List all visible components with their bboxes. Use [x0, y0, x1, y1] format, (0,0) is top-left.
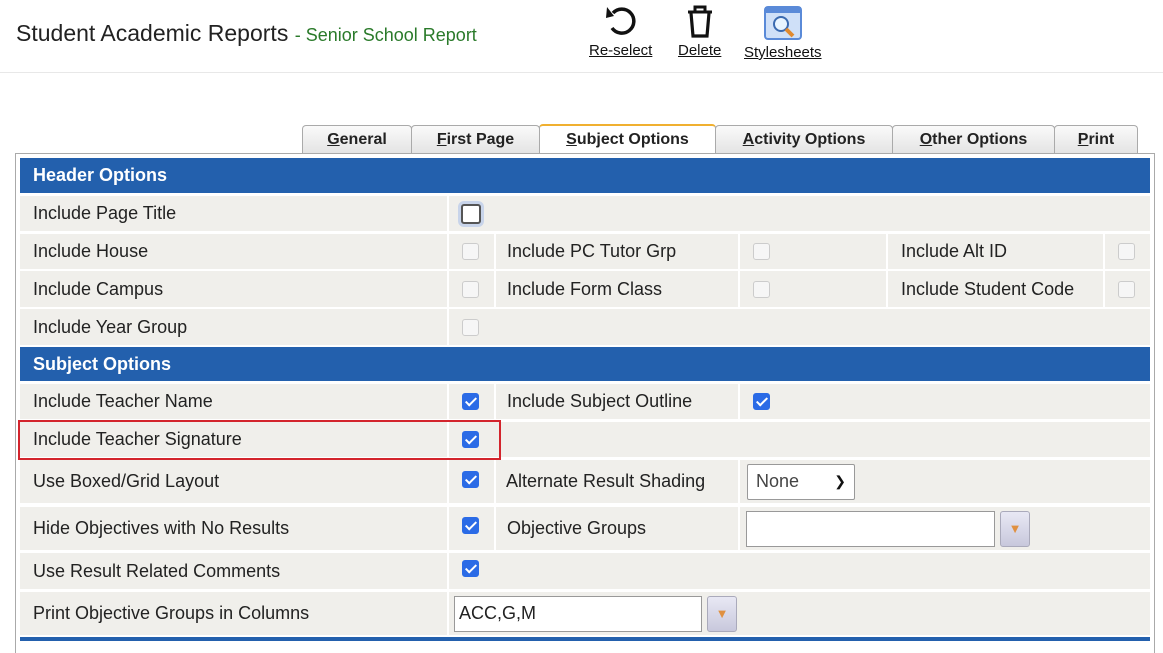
- label-alternate-result-shading: Alternate Result Shading: [496, 460, 738, 503]
- objective-groups-input[interactable]: [746, 510, 995, 547]
- checkbox-include-student-code[interactable]: [1118, 280, 1135, 298]
- print-objective-groups-dropdown-button[interactable]: ▼: [707, 595, 737, 632]
- section-subject-options: Subject Options: [20, 347, 1150, 381]
- cell: None ❯: [740, 460, 1150, 503]
- magnifier-window-icon: [763, 6, 802, 40]
- checkbox-use-result-related-comments[interactable]: [462, 560, 479, 577]
- tab-label: Print: [1077, 131, 1115, 148]
- checkbox-include-campus[interactable]: [462, 280, 479, 298]
- tab-print[interactable]: Print: [1054, 125, 1138, 153]
- checkbox-include-form-class[interactable]: [753, 280, 770, 298]
- label-use-result-related-comments: Use Result Related Comments: [20, 553, 447, 589]
- print-objective-groups-input[interactable]: ACC,G,M: [454, 595, 702, 632]
- cell: [1105, 234, 1150, 269]
- label-hide-objectives: Hide Objectives with No Results: [20, 507, 447, 550]
- delete-button[interactable]: Delete: [678, 4, 721, 59]
- stylesheets-button[interactable]: Stylesheets: [744, 6, 822, 61]
- cell: [449, 553, 1150, 589]
- label-objective-groups: Objective Groups: [496, 507, 738, 550]
- select-value: None: [756, 471, 800, 491]
- divider: [0, 72, 1163, 73]
- app-title: Student Academic Reports: [16, 20, 289, 46]
- cell: [449, 422, 1150, 457]
- cell: [740, 234, 886, 269]
- section-header-options: Header Options: [20, 158, 1150, 193]
- checkbox-include-alt-id[interactable]: [1118, 243, 1135, 260]
- reselect-button[interactable]: Re-select: [589, 4, 652, 59]
- undo-icon: [605, 7, 636, 35]
- stylesheets-label: Stylesheets: [744, 44, 822, 61]
- reselect-label: Re-select: [589, 42, 653, 59]
- tab-subject-options[interactable]: Subject Options: [539, 124, 716, 154]
- checkbox-include-page-title[interactable]: [461, 203, 481, 224]
- cell: [449, 271, 494, 307]
- tab-label: Subject Options: [566, 131, 689, 148]
- checkbox-include-house[interactable]: [462, 243, 479, 260]
- checkbox-include-teacher-signature[interactable]: [462, 431, 479, 448]
- label-include-campus: Include Campus: [20, 271, 447, 307]
- chevron-down-icon: ❯: [834, 473, 846, 489]
- label-include-year-group: Include Year Group: [20, 309, 447, 345]
- page-title: Student Academic Reports - Senior School…: [16, 20, 477, 47]
- delete-label: Delete: [678, 42, 722, 59]
- checkbox-include-pc-tutor-grp[interactable]: [753, 243, 770, 260]
- checkbox-use-boxed-grid-layout[interactable]: [462, 471, 479, 488]
- label-include-alt-id: Include Alt ID: [888, 234, 1103, 269]
- label-include-page-title: Include Page Title: [20, 196, 447, 231]
- cell: [740, 271, 886, 307]
- tab-activity-options[interactable]: Activity Options: [715, 125, 893, 153]
- tab-general[interactable]: General: [302, 125, 412, 153]
- label-include-subject-outline: Include Subject Outline: [496, 384, 738, 419]
- tab-label: General: [327, 131, 387, 148]
- cell: ▼: [740, 507, 1150, 550]
- alternate-result-shading-select[interactable]: None ❯: [747, 463, 855, 500]
- cell: [449, 507, 494, 550]
- tab-first-page[interactable]: First Page: [411, 125, 540, 153]
- tab-panel: [15, 153, 1155, 653]
- cell: [449, 384, 494, 419]
- tab-other-options[interactable]: Other Options: [892, 125, 1055, 153]
- label-include-house: Include House: [20, 234, 447, 269]
- tab-label: First Page: [436, 131, 515, 148]
- cell: [449, 234, 494, 269]
- checkbox-hide-objectives[interactable]: [462, 517, 479, 534]
- label-print-objective-groups-columns: Print Objective Groups in Columns: [20, 592, 447, 635]
- label-include-teacher-signature: Include Teacher Signature: [20, 422, 447, 457]
- report-name: - Senior School Report: [294, 25, 477, 45]
- section-divider: [20, 637, 1150, 641]
- cell: ACC,G,M ▼: [449, 592, 1150, 635]
- chevron-down-icon: ▼: [715, 606, 729, 621]
- checkbox-include-teacher-name[interactable]: [462, 393, 479, 410]
- highlight-box: [18, 420, 501, 460]
- label-include-student-code: Include Student Code: [888, 271, 1103, 307]
- cell: [449, 196, 1150, 231]
- checkbox-include-year-group[interactable]: [462, 318, 479, 336]
- label-include-teacher-name: Include Teacher Name: [20, 384, 447, 419]
- chevron-down-icon: ▼: [1008, 521, 1022, 536]
- trash-icon: [687, 5, 712, 38]
- tab-label: Activity Options: [742, 131, 866, 148]
- cell: [740, 384, 1150, 419]
- objective-groups-dropdown-button[interactable]: ▼: [1000, 510, 1030, 547]
- cell: [1105, 271, 1150, 307]
- label-include-pc-tutor-grp: Include PC Tutor Grp: [496, 234, 738, 269]
- cell: [449, 460, 494, 503]
- label-use-boxed-grid-layout: Use Boxed/Grid Layout: [20, 460, 447, 503]
- tab-label: Other Options: [919, 131, 1028, 148]
- label-include-form-class: Include Form Class: [496, 271, 738, 307]
- checkbox-include-subject-outline[interactable]: [753, 393, 770, 410]
- cell: [449, 309, 1150, 345]
